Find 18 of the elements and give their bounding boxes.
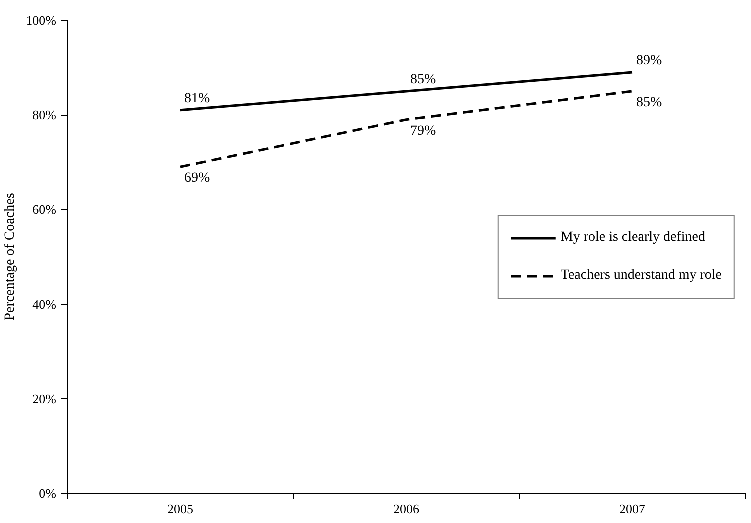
- y-tick-label: 0%: [39, 486, 57, 501]
- data-label: 85%: [636, 95, 662, 110]
- data-label: 81%: [184, 91, 210, 106]
- y-tick-label: 100%: [26, 13, 57, 28]
- x-tick-label: 2007: [620, 502, 646, 516]
- legend-label: My role is clearly defined: [560, 230, 706, 246]
- data-label: 85%: [410, 72, 436, 88]
- y-tick-label: 80%: [32, 108, 57, 123]
- x-tick-label: 2006: [394, 502, 420, 516]
- data-label: 89%: [636, 54, 662, 69]
- data-label: 79%: [410, 124, 436, 139]
- y-tick-label: 60%: [32, 202, 57, 218]
- y-tick-label: 40%: [32, 296, 57, 312]
- legend-label: Teachers understand my role: [560, 268, 722, 284]
- y-tick-label: 20%: [32, 391, 57, 406]
- data-label: 69%: [184, 171, 210, 186]
- x-tick-label: 2005: [168, 502, 194, 516]
- y-axis-title: Percentage of Coaches: [3, 193, 18, 321]
